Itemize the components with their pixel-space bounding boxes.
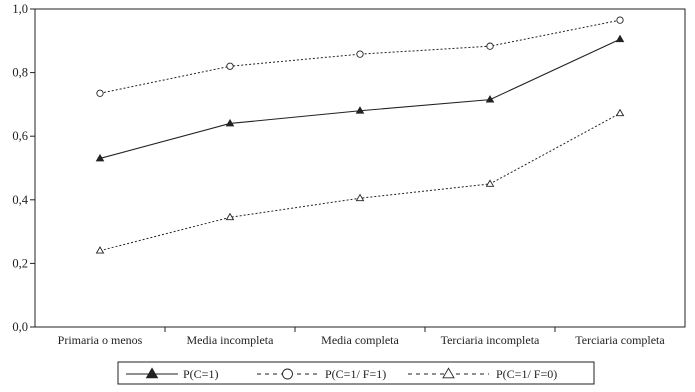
data-point [225,212,235,221]
y-tick-label: 0,8 [12,66,28,80]
y-tick-label: 1,0 [12,2,28,16]
data-point [616,16,624,24]
data-point [355,193,365,202]
data-point [95,153,105,162]
x-tick-label: Media completa [321,333,399,347]
legend-item: P(C=1) [126,367,218,381]
legend-label: P(C=1/ F=1) [325,367,386,381]
data-point [355,106,365,114]
series-line [99,19,621,94]
legend-marker [442,367,455,379]
legend-box [117,361,595,385]
data-point [95,246,105,254]
data-point [96,89,104,97]
data-point [615,108,625,117]
data-point [225,118,235,127]
legend-item: P(C=1/ F=1) [257,367,386,381]
legend-item: P(C=1/ F=0) [408,367,557,381]
data-point [485,179,495,187]
x-tick-label: Terciaria incompleta [441,333,540,347]
legend-label: P(C=1) [183,367,218,381]
y-axis-ticks: 0,0 0,2 0,4 0,6 0,8 1,0 [12,2,35,334]
y-tick-label: 0,6 [12,129,28,143]
series-line [99,112,621,252]
series-2 [96,16,624,97]
x-tick-label: Primaria o menos [58,333,143,347]
x-axis-labels: Primaria o menos Media incompleta Media co… [58,327,665,347]
series-1 [95,34,625,162]
x-tick-label: Media incompleta [187,333,275,347]
data-point [226,62,234,70]
chart-series [95,16,625,254]
legend-marker [282,368,293,380]
y-tick-label: 0,0 [12,320,28,334]
legend-label: P(C=1/ F=0) [496,367,557,381]
chart-axes [34,8,686,328]
data-point [485,95,495,103]
data-point [486,42,494,50]
y-tick-label: 0,2 [12,256,28,270]
legend-marker [145,367,159,379]
data-point [356,50,364,58]
x-tick-label: Terciaria completa [575,333,665,347]
chart-legend: P(C=1) P(C=1/ F=1) P(C=1/ F=0) [117,361,595,385]
data-point [615,34,625,43]
series-3 [95,108,625,254]
plot-frame [34,8,686,328]
y-tick-label: 0,4 [12,193,28,207]
